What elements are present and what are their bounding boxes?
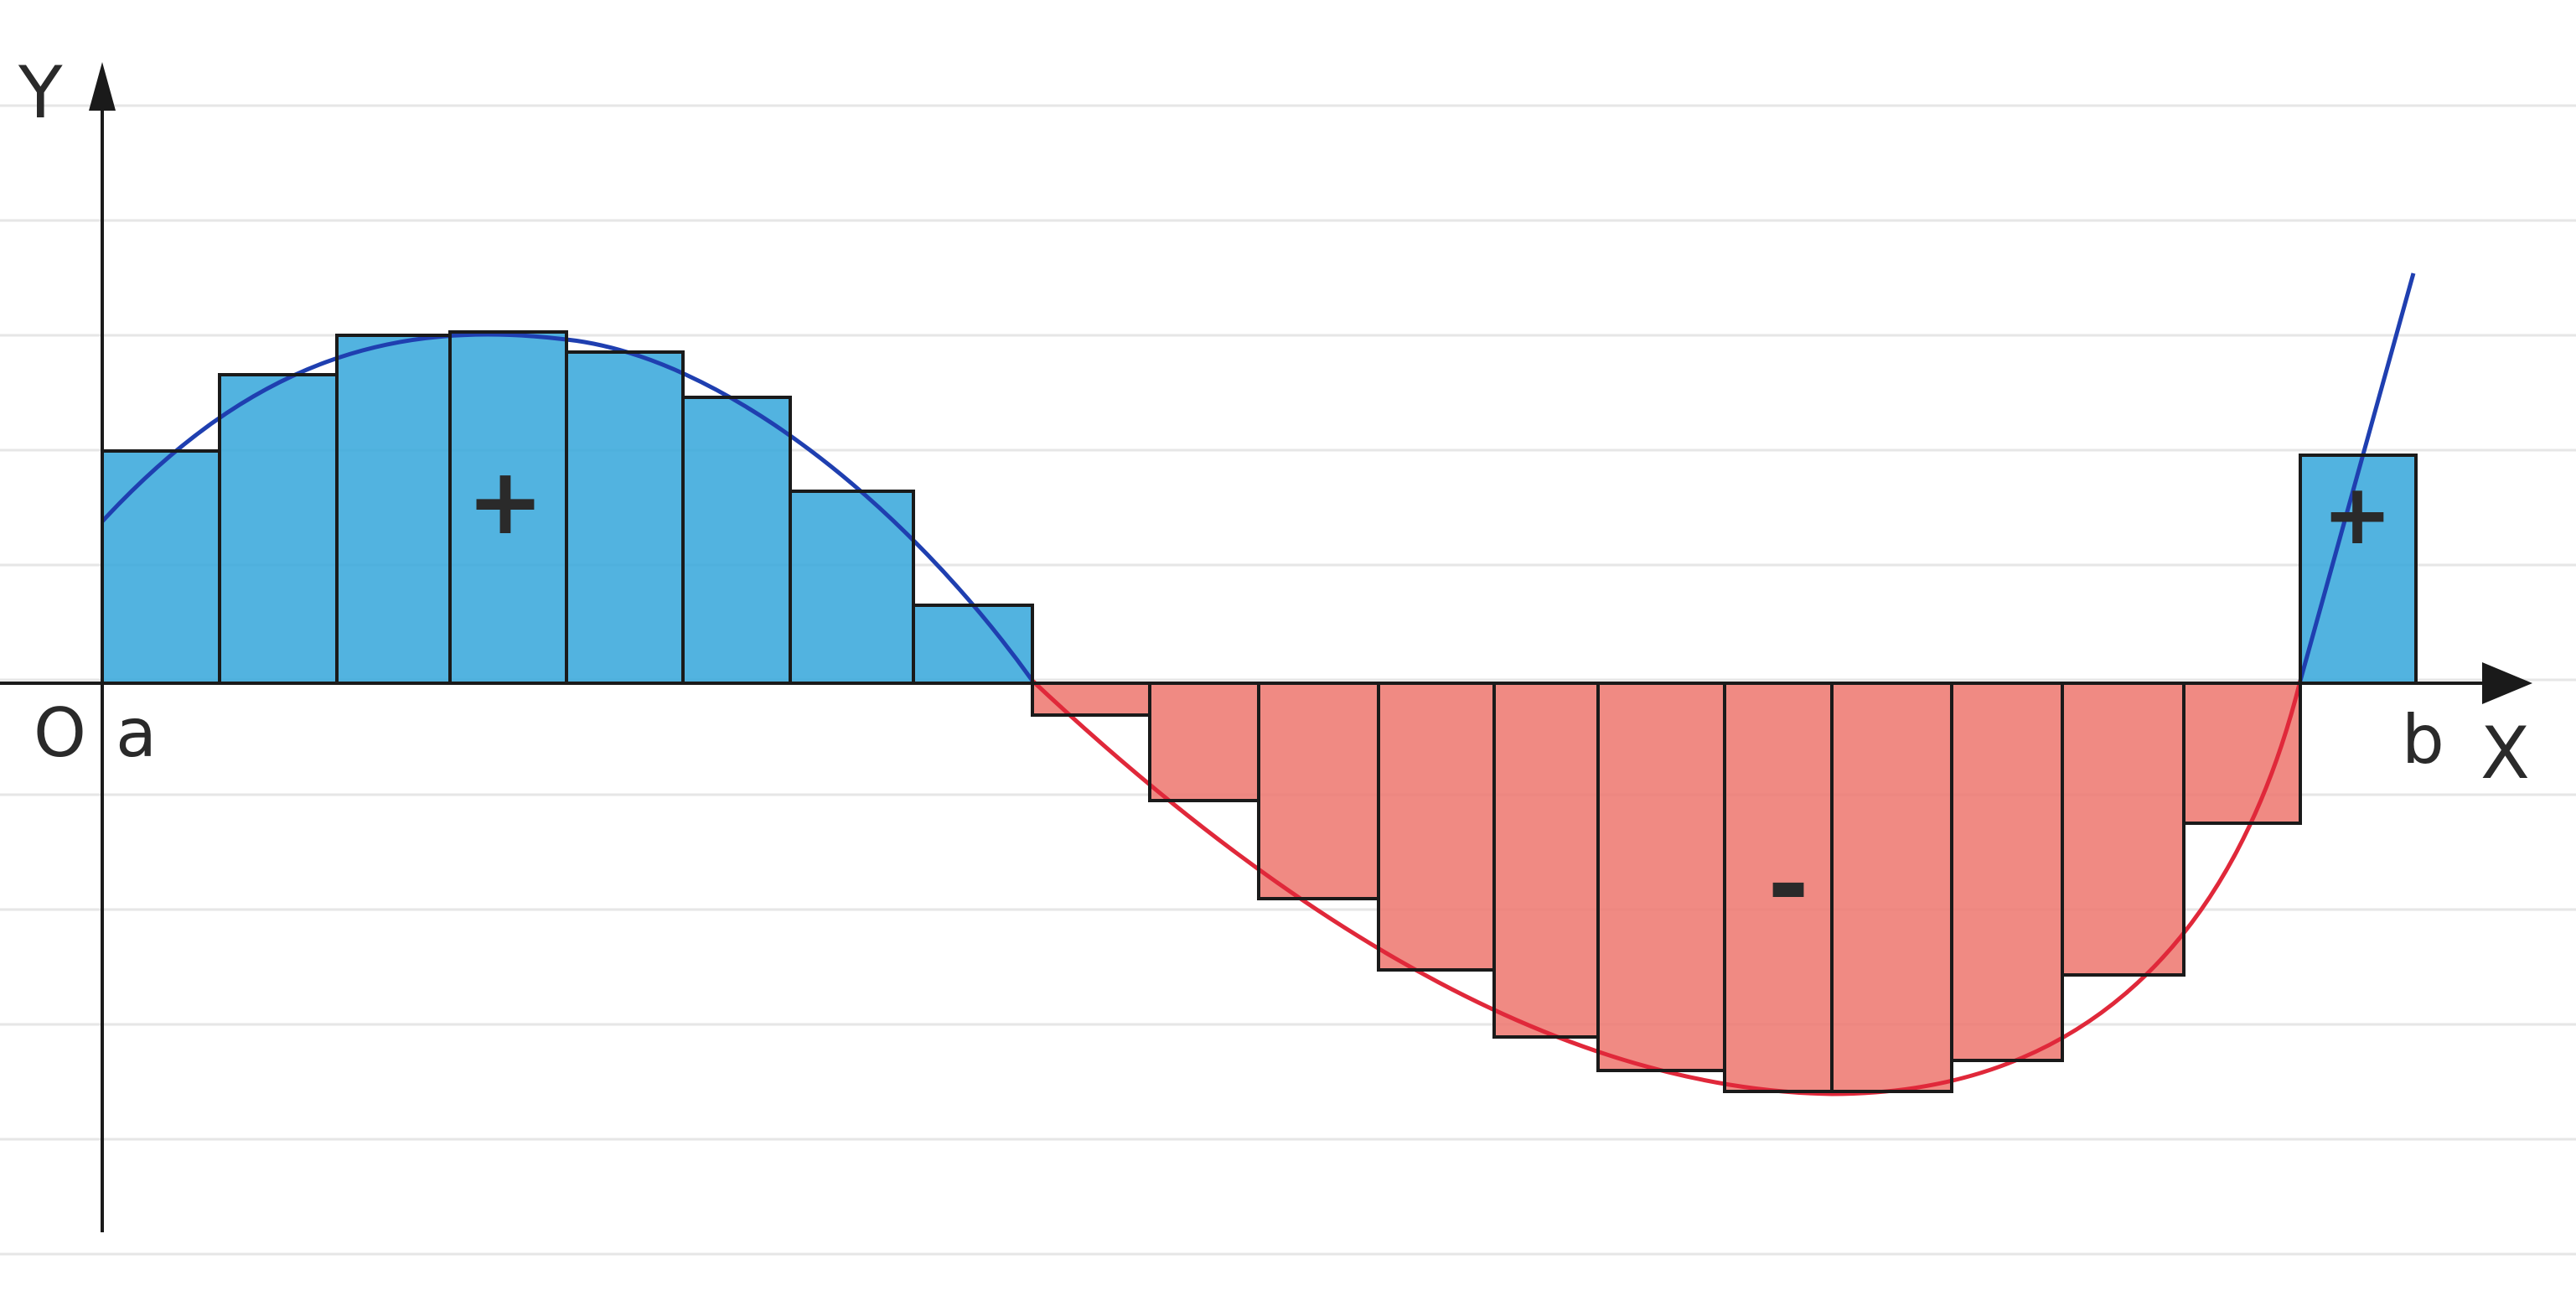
negative-rectangle-fill (1725, 683, 1832, 1091)
negative-rectangle-fill (2062, 683, 2184, 975)
axes (0, 62, 2532, 1232)
positive-rectangle-fill (450, 332, 566, 683)
y-axis-arrow-icon (89, 62, 116, 111)
positive-area-sign-right: + (2322, 465, 2392, 563)
positive-rectangle-fill (102, 451, 220, 683)
origin-label: O (34, 694, 86, 772)
negative-rectangle-fill (1494, 683, 1598, 1037)
negative-rectangle-fill (1379, 683, 1494, 970)
positive-area-sign: + (467, 448, 544, 555)
positive-rectangle-fill (2300, 455, 2416, 683)
positive-rectangle-fill (913, 605, 1032, 683)
upper-bound-label: b (2402, 701, 2444, 779)
negative-rectangle-fill (2184, 683, 2300, 823)
negative-rectangle-fill (1259, 683, 1379, 899)
negative-rectangle-fill (1598, 683, 1725, 1070)
negative-area-sign: - (1767, 827, 1809, 943)
lower-bound-label: a (116, 694, 157, 772)
negative-rectangle-fill (1150, 683, 1259, 801)
positive-rectangle-fill (220, 375, 337, 683)
y-axis-label: Y (18, 51, 63, 135)
x-axis-label: X (2480, 712, 2530, 796)
negative-rectangle-fill (1832, 683, 1952, 1091)
negative-rectangle-fill (1952, 683, 2062, 1060)
positive-rectangle-fill (337, 335, 450, 683)
positive-rectangle-fill (683, 397, 790, 683)
curve-negative-segment (1031, 679, 2303, 1096)
positive-rectangle-fill (566, 352, 683, 683)
curve-positive-tail (2298, 272, 2416, 682)
x-axis-arrow-icon (2482, 662, 2532, 704)
rectangle-fills (102, 332, 2416, 1091)
